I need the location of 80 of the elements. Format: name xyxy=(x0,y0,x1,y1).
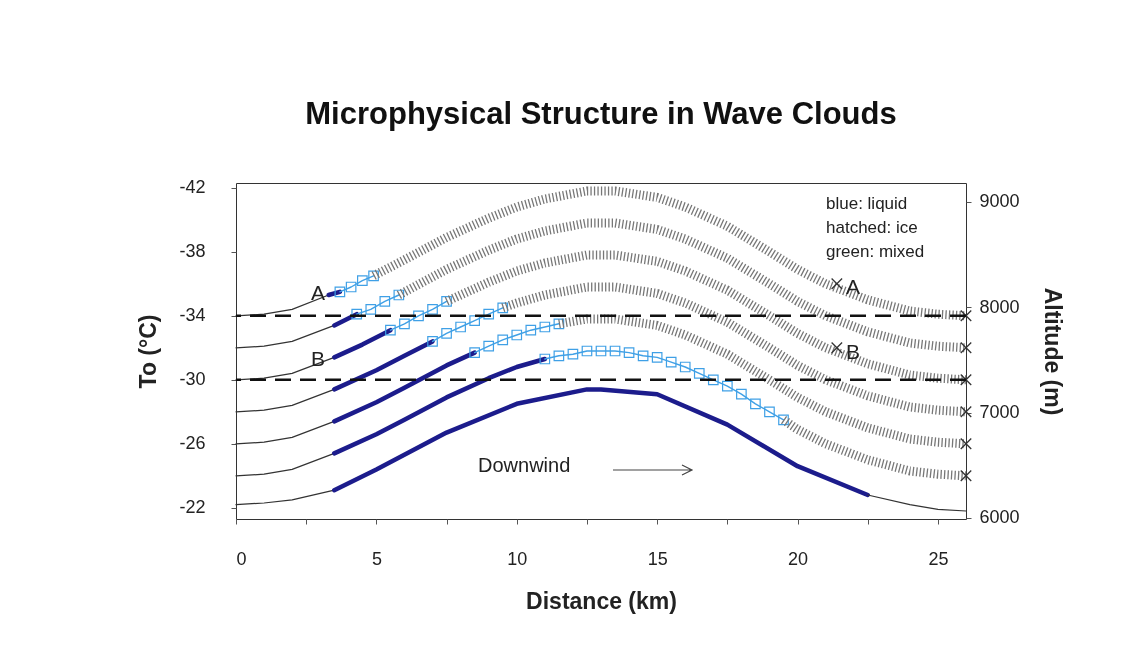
point xyxy=(553,318,565,330)
point xyxy=(960,341,972,354)
point xyxy=(441,328,452,339)
point xyxy=(483,308,495,320)
chart-title: Microphysical Structure in Wave Clouds xyxy=(305,95,897,131)
point xyxy=(539,321,551,333)
y-tick-label: -42 xyxy=(179,177,206,198)
point xyxy=(455,321,466,333)
y2-tick-label: 7000 xyxy=(979,402,1020,423)
y-axis-title: To (°C) xyxy=(135,314,162,389)
point xyxy=(693,368,705,379)
point xyxy=(651,352,663,363)
point xyxy=(511,329,523,341)
y-tick-label: -26 xyxy=(179,433,206,454)
point xyxy=(960,437,972,450)
point xyxy=(351,308,363,320)
point xyxy=(764,406,775,418)
point xyxy=(665,356,677,368)
point xyxy=(830,277,843,290)
y-tick-label: -34 xyxy=(179,305,206,326)
y-tick-label: -22 xyxy=(179,497,206,518)
point xyxy=(365,304,377,315)
point xyxy=(385,324,396,336)
point xyxy=(567,348,579,360)
point xyxy=(960,405,972,418)
point xyxy=(960,469,972,482)
point xyxy=(525,324,537,336)
point xyxy=(345,281,357,293)
annotation: A xyxy=(310,281,326,304)
point xyxy=(750,398,761,410)
point xyxy=(637,350,649,362)
point xyxy=(357,275,368,286)
point xyxy=(399,318,410,330)
annotation: blue: liquid xyxy=(826,194,908,213)
x-tick-label: 0 xyxy=(236,548,247,569)
point xyxy=(379,296,391,307)
point xyxy=(623,347,635,358)
point xyxy=(483,340,495,352)
point xyxy=(497,302,509,314)
point xyxy=(539,353,551,365)
point xyxy=(595,345,607,357)
point xyxy=(469,347,480,358)
point xyxy=(368,270,379,282)
point xyxy=(553,350,565,362)
annotation: hatched: ice xyxy=(826,218,918,237)
x-axis-title: Distance (km) xyxy=(526,587,677,614)
point xyxy=(736,388,747,400)
point xyxy=(413,310,424,322)
x-tick-label: 10 xyxy=(507,548,528,569)
point xyxy=(960,373,972,386)
point xyxy=(830,341,843,354)
y2-tick-label: 8000 xyxy=(979,296,1020,317)
line-series xyxy=(332,387,870,498)
point xyxy=(393,289,405,301)
y-tick-label: -30 xyxy=(179,369,206,390)
annotation: green: mixed xyxy=(826,242,925,261)
point xyxy=(778,414,789,426)
x-tick-label: 15 xyxy=(647,548,668,569)
point xyxy=(609,345,621,357)
annotation: A xyxy=(845,275,861,298)
point xyxy=(679,361,691,373)
point xyxy=(427,304,438,315)
point xyxy=(334,286,346,298)
x-tick-label: 20 xyxy=(788,548,809,569)
point xyxy=(707,374,719,386)
y2-axis-title: Altitude (m) xyxy=(1039,287,1066,416)
x-tick-label: 25 xyxy=(928,548,949,569)
point xyxy=(497,334,509,346)
point xyxy=(469,315,480,326)
point xyxy=(960,309,972,322)
point xyxy=(722,380,733,392)
annotation: Downwind xyxy=(478,454,571,476)
y2-tick-label: 6000 xyxy=(979,507,1020,528)
y-tick-label: -38 xyxy=(179,241,206,262)
point xyxy=(427,336,438,347)
x-tick-label: 5 xyxy=(371,548,382,569)
y2-tick-label: 9000 xyxy=(979,191,1020,212)
point xyxy=(441,296,452,307)
point xyxy=(581,345,593,357)
annotation: B xyxy=(845,340,861,363)
